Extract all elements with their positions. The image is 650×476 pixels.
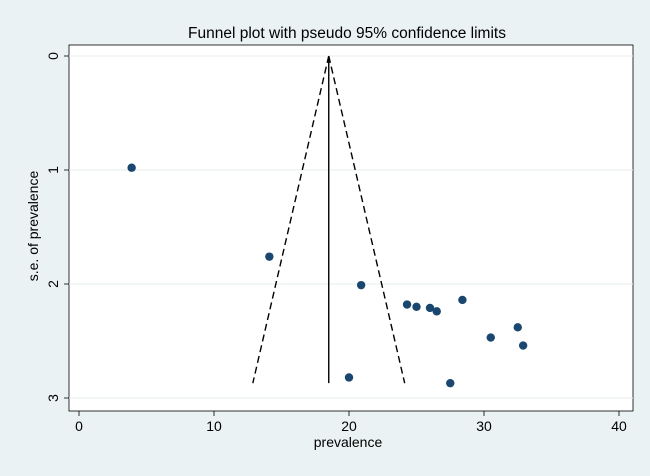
x-tick-label: 30 (476, 418, 492, 434)
lower-confidence-limit-line (252, 55, 330, 384)
y-tick-label: 3 (45, 394, 61, 402)
chart-title: Funnel plot with pseudo 95% confidence l… (188, 25, 506, 42)
x-tick-label: 20 (341, 418, 357, 434)
data-point (356, 280, 366, 290)
x-tick-label: 40 (611, 418, 627, 434)
x-tick-label: 0 (75, 418, 83, 434)
plot-area (68, 44, 634, 412)
funnel-lines (252, 55, 406, 384)
data-point (458, 295, 467, 305)
y-tick-label: 1 (45, 166, 61, 174)
grid-lines (69, 55, 633, 399)
data-point (265, 252, 274, 261)
data-point (432, 307, 441, 316)
data-point (486, 333, 495, 342)
y-tick-label: 0 (45, 52, 61, 60)
upper-confidence-limit-line (328, 55, 406, 384)
y-axis-title: s.e. of prevalence (25, 171, 41, 282)
data-point (127, 163, 136, 172)
x-tick-label: 10 (206, 418, 222, 434)
data-point (425, 303, 435, 313)
x-axis-title: prevalence (314, 434, 383, 450)
data-point (513, 323, 522, 332)
data-point (344, 373, 354, 382)
data-point (412, 302, 421, 311)
data-point (402, 300, 412, 309)
data-points (127, 163, 528, 388)
data-point (518, 341, 528, 350)
y-tick-label: 2 (45, 280, 61, 288)
data-point (446, 378, 455, 388)
